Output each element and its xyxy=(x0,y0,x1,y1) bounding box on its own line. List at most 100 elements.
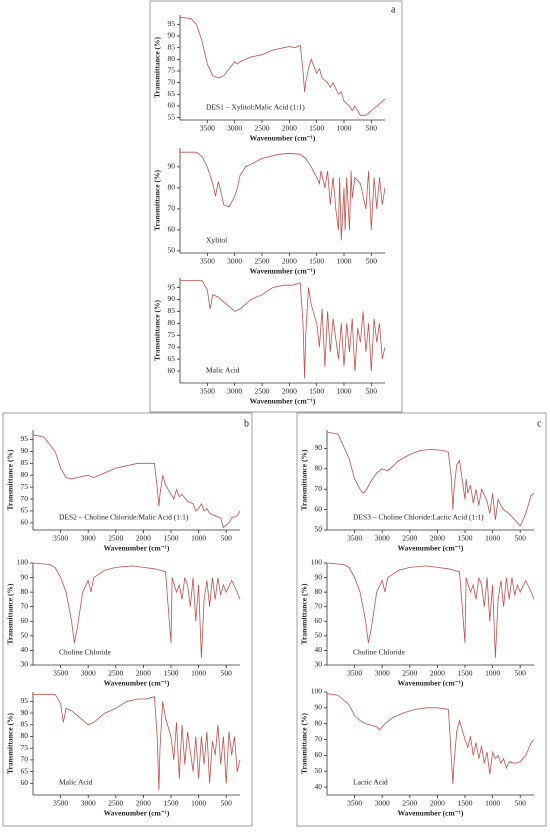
x-axis-label: Wavenumber (cm⁻¹) xyxy=(104,809,170,818)
y-tick-label: 85 xyxy=(21,458,29,467)
x-axis-label: Wavenumber (cm⁻¹) xyxy=(398,544,464,553)
x-tick-label: 1000 xyxy=(337,257,352,266)
x-tick-label: 3500 xyxy=(347,799,362,808)
panel-frame xyxy=(149,0,403,413)
x-tick-label: 1000 xyxy=(337,124,352,133)
x-tick-label: 3500 xyxy=(347,669,362,678)
y-tick-label: 80 xyxy=(21,470,29,479)
y-tick-label: 90 xyxy=(168,162,176,171)
spectrum-line xyxy=(33,693,241,791)
x-axis-label: Wavenumber (cm⁻¹) xyxy=(398,679,464,688)
x-tick-label: 500 xyxy=(366,257,378,266)
x-axis-label: Wavenumber (cm⁻¹) xyxy=(398,809,464,818)
x-tick-label: 3000 xyxy=(375,534,390,543)
panel-frame xyxy=(296,412,547,827)
y-tick-label: 85 xyxy=(168,306,176,315)
x-tick-label: 500 xyxy=(515,669,527,678)
y-tick-label: 95 xyxy=(168,19,176,28)
annotation: Choline Chloride xyxy=(353,648,406,657)
y-tick-label: 80 xyxy=(315,587,323,596)
spectrum-line xyxy=(180,151,386,241)
y-axis-label: Transmittance (%) xyxy=(6,583,15,644)
panel-label: a xyxy=(391,4,396,15)
x-tick-label: 3000 xyxy=(81,534,96,543)
y-tick-label: 85 xyxy=(168,42,176,51)
y-tick-label: 80 xyxy=(168,318,176,327)
panel-label: b xyxy=(244,418,249,429)
y-tick-label: 50 xyxy=(315,631,323,640)
x-tick-label: 2500 xyxy=(255,124,270,133)
spectrum-line xyxy=(179,16,386,116)
y-tick-label: 40 xyxy=(21,645,29,654)
x-tick-label: 500 xyxy=(515,799,527,808)
x-tick-label: 3500 xyxy=(200,257,215,266)
spectrum-line xyxy=(32,434,241,529)
x-tick-label: 2500 xyxy=(255,257,270,266)
x-tick-label: 3000 xyxy=(375,669,390,678)
y-tick-label: 85 xyxy=(21,719,29,728)
annotation: Malic Acid xyxy=(59,778,93,787)
y-tick-label: 70 xyxy=(168,204,176,213)
y-tick-label: 90 xyxy=(21,572,29,581)
x-tick-label: 1000 xyxy=(191,669,206,678)
y-axis-label: Transmittance (%) xyxy=(6,449,15,510)
y-tick-label: 40 xyxy=(315,782,323,791)
x-tick-label: 1500 xyxy=(309,124,324,133)
x-tick-label: 1000 xyxy=(485,534,500,543)
y-tick-label: 90 xyxy=(168,31,176,40)
x-tick-label: 1500 xyxy=(458,534,473,543)
x-axis-label: Wavenumber (cm⁻¹) xyxy=(104,679,170,688)
x-tick-label: 3500 xyxy=(347,534,362,543)
x-axis-label: Wavenumber (cm⁻¹) xyxy=(104,544,170,553)
y-tick-label: 30 xyxy=(315,660,323,669)
y-tick-label: 90 xyxy=(168,294,176,303)
x-tick-label: 500 xyxy=(221,669,233,678)
x-axis-label: Wavenumber (cm⁻¹) xyxy=(250,134,316,143)
y-tick-label: 40 xyxy=(315,645,323,654)
x-tick-label: 3500 xyxy=(53,669,68,678)
x-tick-label: 2000 xyxy=(282,257,297,266)
y-axis-label: Transmittance (%) xyxy=(300,583,309,644)
y-tick-label: 70 xyxy=(21,601,29,610)
y-tick-label: 95 xyxy=(168,282,176,291)
x-tick-label: 1000 xyxy=(485,799,500,808)
x-tick-label: 2000 xyxy=(136,534,151,543)
annotation: DES1 – Xylitol:Malic Acid (1:1) xyxy=(206,103,305,112)
panel-frame xyxy=(2,412,253,827)
y-tick-label: 50 xyxy=(168,246,176,255)
x-tick-label: 1500 xyxy=(458,669,473,678)
y-tick-label: 70 xyxy=(168,77,176,86)
x-tick-label: 2500 xyxy=(108,534,123,543)
x-tick-label: 2000 xyxy=(430,669,445,678)
y-tick-label: 65 xyxy=(168,89,176,98)
y-tick-label: 70 xyxy=(21,755,29,764)
y-tick-label: 50 xyxy=(315,525,323,534)
y-tick-label: 70 xyxy=(315,601,323,610)
y-tick-label: 80 xyxy=(21,731,29,740)
x-tick-label: 1500 xyxy=(164,669,179,678)
x-tick-label: 1500 xyxy=(164,799,179,808)
annotation: Lactic Acid xyxy=(353,778,388,787)
annotation: Malic Acid xyxy=(206,366,240,375)
x-tick-label: 1500 xyxy=(164,534,179,543)
x-tick-label: 2000 xyxy=(430,534,445,543)
y-tick-label: 50 xyxy=(315,766,323,775)
y-tick-label: 60 xyxy=(21,518,29,527)
y-tick-label: 65 xyxy=(21,766,29,775)
x-axis-label: Wavenumber (cm⁻¹) xyxy=(250,397,316,406)
y-tick-label: 75 xyxy=(168,66,176,75)
spectrum-line xyxy=(326,431,535,527)
x-tick-label: 1500 xyxy=(458,799,473,808)
y-tick-label: 55 xyxy=(168,112,176,121)
y-tick-label: 60 xyxy=(21,616,29,625)
x-tick-label: 1000 xyxy=(337,387,352,396)
y-tick-label: 70 xyxy=(315,734,323,743)
y-tick-label: 60 xyxy=(315,616,323,625)
y-tick-label: 60 xyxy=(315,504,323,513)
x-tick-label: 2500 xyxy=(402,534,417,543)
x-tick-label: 2000 xyxy=(136,669,151,678)
annotation: Xylitol xyxy=(206,236,227,245)
y-tick-label: 80 xyxy=(315,718,323,727)
y-tick-label: 100 xyxy=(17,558,29,567)
